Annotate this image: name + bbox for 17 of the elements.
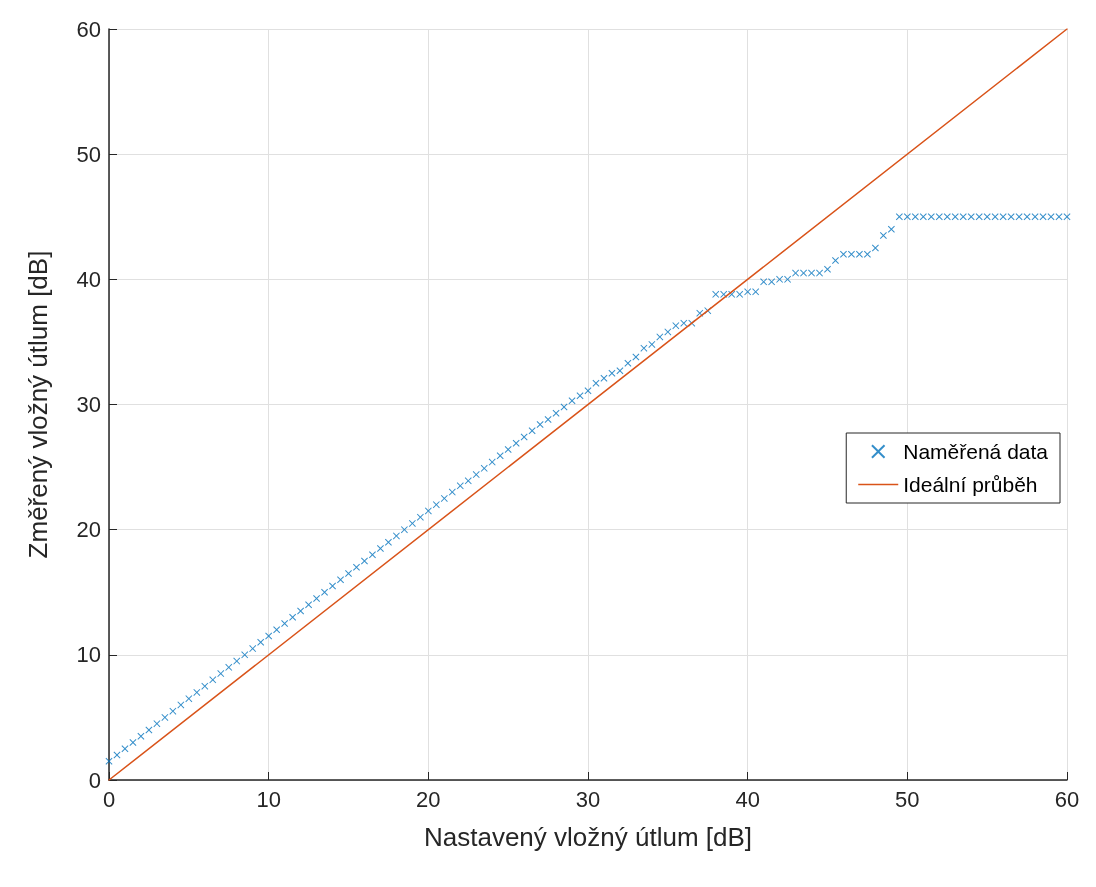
y-axis-title: Změřený vložný útlum [dB] bbox=[23, 250, 53, 559]
y-tick-label: 0 bbox=[88, 767, 101, 793]
y-tick-label: 30 bbox=[76, 392, 101, 417]
x-tick-label: 10 bbox=[256, 786, 281, 812]
x-axis-title: Nastavený vložný útlum [dB] bbox=[423, 822, 753, 852]
y-tick-label: 20 bbox=[76, 517, 101, 543]
y-tick-label: 60 bbox=[76, 16, 101, 42]
y-tick-label: 10 bbox=[76, 642, 101, 668]
legend-label: Ideální průběh bbox=[903, 473, 1038, 496]
y-tick-label: 40 bbox=[76, 266, 101, 292]
legend-label: Naměřená data bbox=[903, 440, 1049, 463]
x-tick-label: 30 bbox=[575, 786, 601, 812]
x-tick-label: 40 bbox=[735, 786, 760, 812]
x-tick-label: 50 bbox=[895, 786, 920, 812]
x-tick-label: 60 bbox=[1054, 786, 1080, 812]
x-tick-label: 20 bbox=[416, 786, 441, 812]
y-tick-label: 50 bbox=[76, 141, 101, 167]
